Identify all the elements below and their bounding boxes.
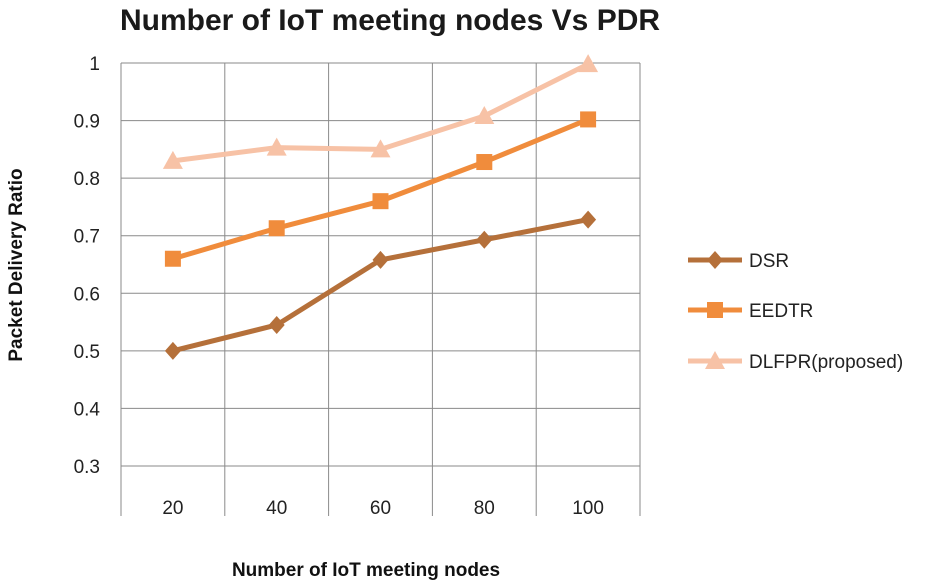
- x-axis-label: Number of IoT meeting nodes: [232, 560, 500, 581]
- x-tick-label: 20: [162, 498, 183, 519]
- x-tick-label: 40: [266, 498, 287, 519]
- x-axis-ticks: 20 40 60 80 100: [162, 498, 604, 519]
- data-point: [372, 193, 389, 210]
- y-tick-label: 0.6: [74, 284, 100, 305]
- data-point: [268, 220, 285, 237]
- y-tick-label: 0.8: [74, 169, 100, 190]
- y-tick-label: 0.5: [74, 342, 100, 363]
- legend-label: DSR: [749, 251, 789, 272]
- data-point: [164, 341, 181, 360]
- y-tick-label: 0.7: [74, 227, 100, 248]
- legend-label: DLFPR(proposed): [749, 352, 903, 373]
- legend-marker: [705, 351, 725, 369]
- data-point: [476, 230, 493, 249]
- y-tick-label: 0.4: [74, 399, 101, 420]
- x-tick-label: 100: [572, 498, 604, 519]
- data-point: [164, 250, 181, 267]
- y-axis-ticks: 0.3 0.4 0.5 0.6 0.7 0.8 0.9 1: [74, 54, 101, 478]
- y-tick-label: 1: [89, 54, 100, 75]
- chart-title: Number of IoT meeting nodes Vs PDR: [120, 4, 660, 37]
- data-point: [162, 150, 183, 169]
- data-point: [268, 315, 285, 334]
- legend-label: EEDTR: [749, 301, 813, 322]
- legend-marker: [707, 251, 723, 269]
- legend-item: EEDTR: [688, 301, 813, 322]
- data-point: [370, 139, 391, 158]
- data-point: [266, 137, 287, 156]
- legend-marker: [707, 302, 723, 318]
- legend-item: DSR: [688, 251, 789, 272]
- y-axis-label: Packet Delivery Ratio: [6, 168, 27, 361]
- data-point: [474, 105, 495, 124]
- data-point: [578, 54, 599, 73]
- y-tick-label: 0.9: [74, 112, 100, 133]
- series-layer: [162, 54, 599, 360]
- series-DSR: [164, 210, 597, 360]
- data-point: [476, 154, 493, 171]
- x-tick-label: 80: [474, 498, 495, 519]
- data-point: [372, 250, 389, 269]
- legend: DSR EEDTR DLFPR(proposed): [688, 251, 903, 373]
- grid: [120, 62, 641, 516]
- series-DLFPR(proposed): [162, 54, 599, 169]
- data-point: [580, 210, 597, 229]
- legend-item: DLFPR(proposed): [688, 351, 903, 373]
- y-tick-label: 0.3: [74, 457, 100, 478]
- x-tick-label: 60: [370, 498, 391, 519]
- data-point: [580, 111, 597, 128]
- series-EEDTR: [164, 111, 597, 267]
